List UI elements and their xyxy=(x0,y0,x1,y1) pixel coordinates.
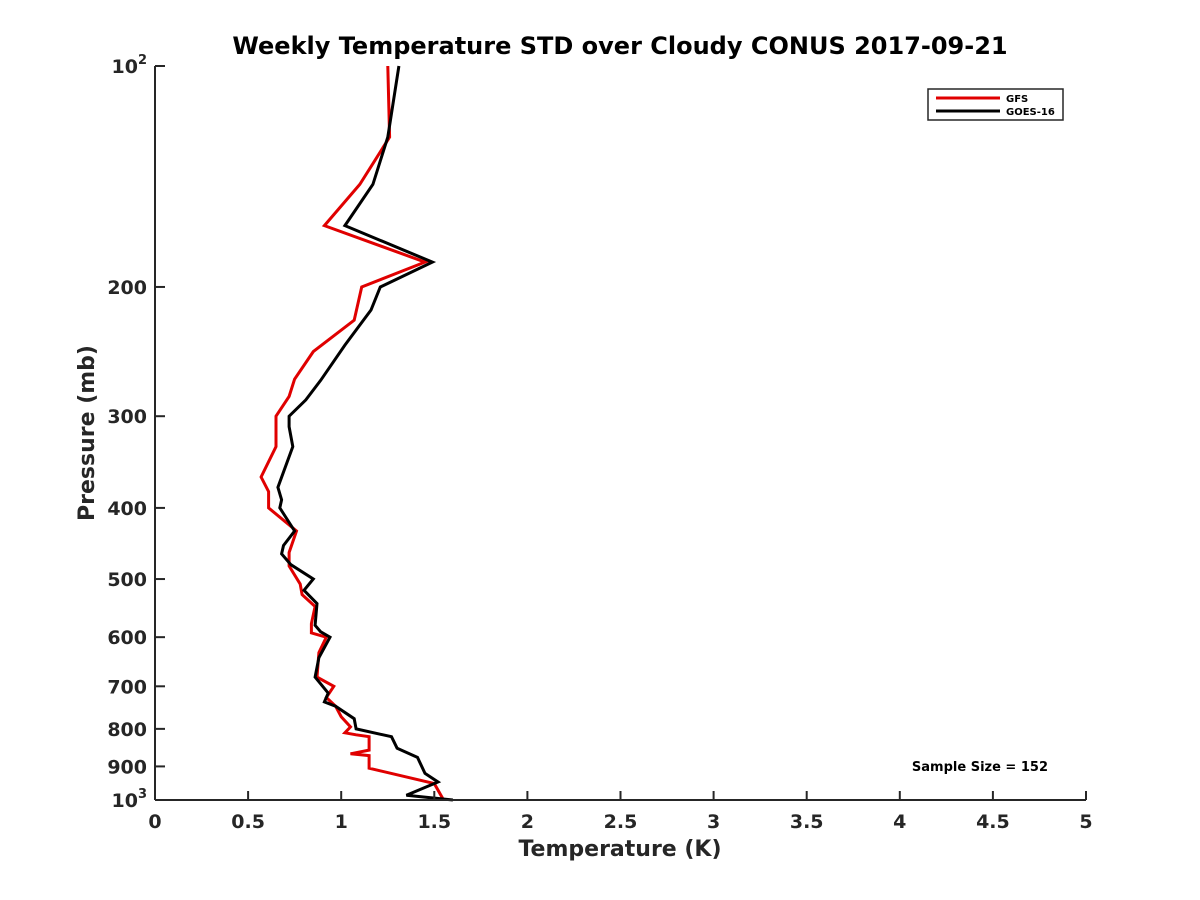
series-line-gfs xyxy=(259,65,445,801)
y-tick-label: 102 xyxy=(112,53,148,78)
x-tick-label: 4.5 xyxy=(976,811,1010,833)
y-tick-label: 900 xyxy=(107,756,147,778)
chart-title: Weekly Temperature STD over Cloudy CONUS… xyxy=(232,32,1007,60)
y-tick-label: 300 xyxy=(107,406,147,428)
x-tick-label: 5 xyxy=(1079,811,1092,833)
y-tick-label: 700 xyxy=(107,676,147,698)
sample-size-annotation: Sample Size = 152 xyxy=(912,760,1048,775)
x-tick-label: 1 xyxy=(335,811,348,833)
x-tick-label: 0.5 xyxy=(231,811,265,833)
y-axis-label: Pressure (mb) xyxy=(75,345,100,521)
legend-label-gfs: GFS xyxy=(1006,94,1028,105)
legend: GFS GOES-16 xyxy=(927,88,1064,121)
x-tick-label: 4 xyxy=(893,811,906,833)
y-tick-label: 200 xyxy=(107,277,147,299)
y-tick-label: 400 xyxy=(107,498,147,520)
y-tick-label: 600 xyxy=(107,627,147,649)
series-group xyxy=(259,65,454,802)
x-tick-label: 1.5 xyxy=(417,811,451,833)
y-tick-label: 800 xyxy=(107,719,147,741)
x-axis-label: Temperature (K) xyxy=(518,837,721,862)
legend-label-goes-16: GOES-16 xyxy=(1006,107,1055,118)
x-tick-label: 3 xyxy=(707,811,720,833)
y-ticks: 102 200 300 400 500 600 700 800 900 103 xyxy=(107,53,165,812)
y-tick-label: 103 xyxy=(112,787,148,812)
x-tick-label: 3.5 xyxy=(790,811,824,833)
x-tick-label: 2 xyxy=(521,811,534,833)
y-tick-label: 500 xyxy=(107,569,147,591)
legend-box xyxy=(927,88,1064,121)
x-tick-label: 0 xyxy=(148,811,161,833)
series-line-goes-16 xyxy=(276,65,454,802)
x-tick-label: 2.5 xyxy=(604,811,638,833)
x-ticks: 0 0.5 1 1.5 2 2.5 3 3.5 4 4.5 5 xyxy=(148,791,1093,833)
